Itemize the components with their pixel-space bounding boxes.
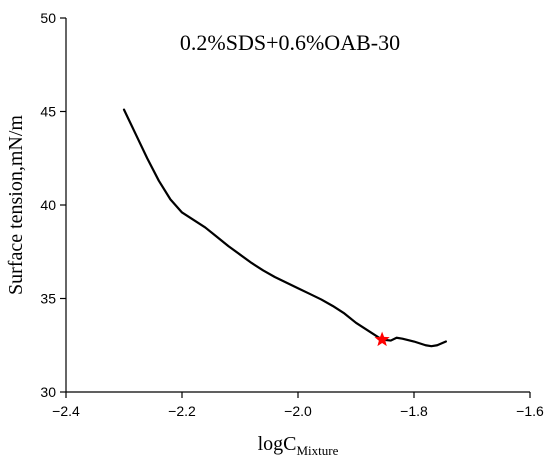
chart-title: 0.2%SDS+0.6%OAB-30	[180, 30, 400, 55]
y-tick-label: 50	[40, 10, 56, 26]
y-axis-title: Surface tension,mN/m	[5, 115, 27, 295]
y-tick-label: 30	[40, 384, 56, 400]
x-tick-label: −2.4	[52, 403, 80, 419]
series-line	[122, 108, 447, 348]
x-axis-title: logCMixture	[258, 433, 339, 458]
x-tick-label: −2.0	[284, 403, 312, 419]
y-axis-ticks: 30 35 40 45 50	[40, 10, 66, 400]
plot-area	[65, 18, 530, 393]
x-axis-title-main: logC	[258, 433, 297, 455]
y-tick-label: 40	[40, 197, 56, 213]
y-tick-label: 35	[40, 291, 56, 307]
series-group	[122, 108, 447, 348]
x-axis-title-subscript: Mixture	[297, 443, 339, 458]
x-axis-ticks: −2.4 −2.2 −2.0 −1.8 −1.6	[52, 392, 544, 419]
critical-point-marker	[374, 331, 390, 347]
marker-group	[374, 331, 390, 347]
y-tick-label: 45	[40, 104, 56, 120]
x-tick-label: −1.8	[400, 403, 428, 419]
x-tick-label: −2.2	[168, 403, 196, 419]
x-tick-label: −1.6	[516, 403, 544, 419]
